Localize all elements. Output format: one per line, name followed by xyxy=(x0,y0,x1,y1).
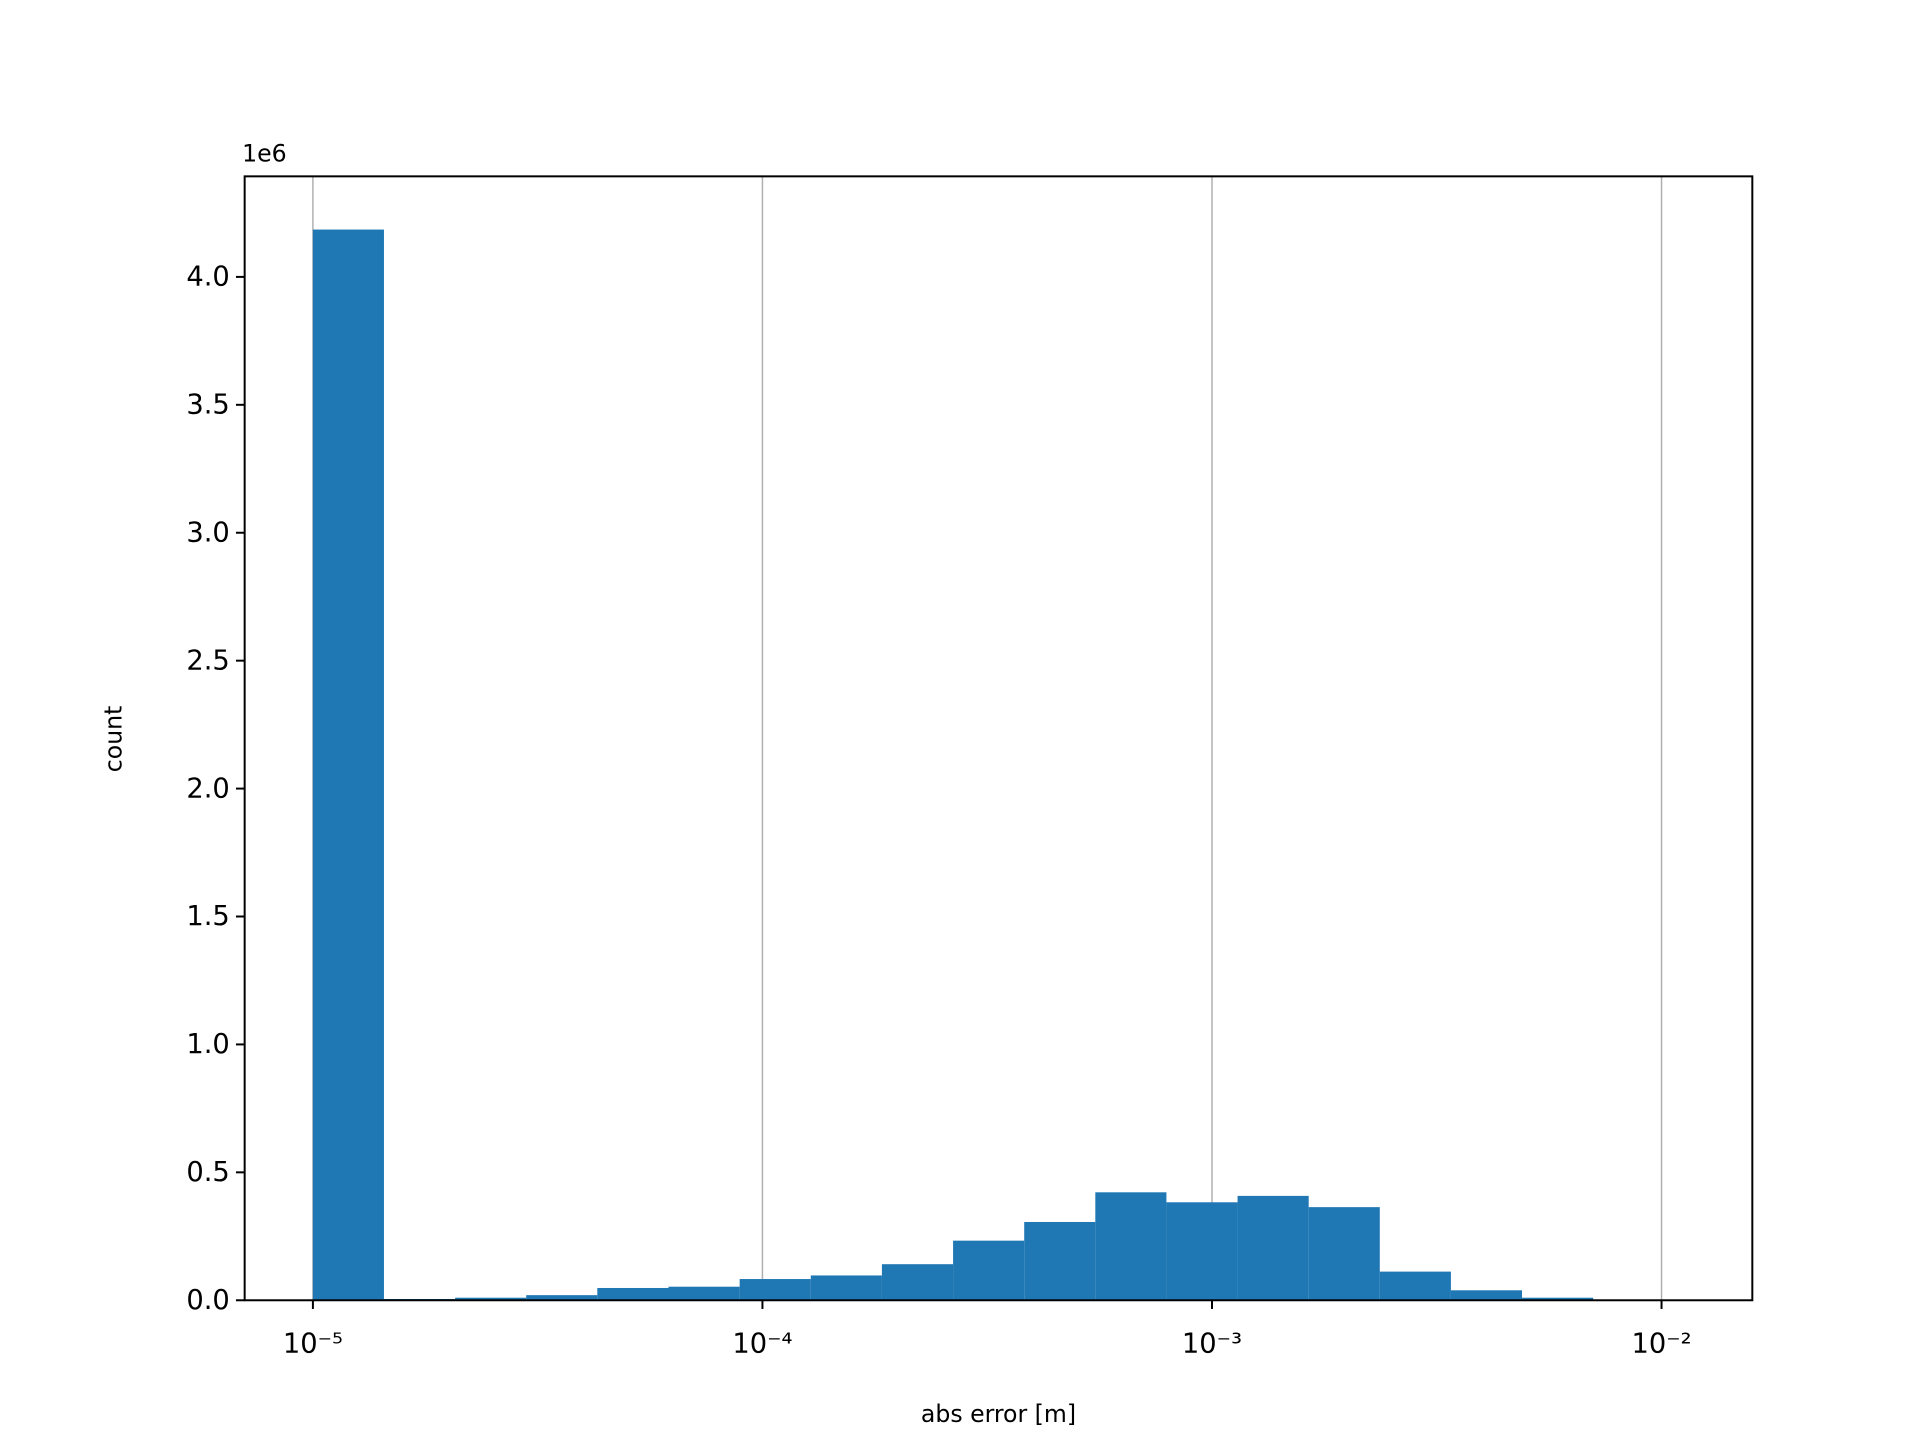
bar xyxy=(1450,1290,1523,1301)
bar xyxy=(1166,1202,1238,1301)
x-axis-label: abs error [m] xyxy=(921,1400,1076,1428)
bar xyxy=(312,229,384,1301)
x-tick-label: 10⁻³ xyxy=(1182,1328,1242,1359)
bar xyxy=(1095,1192,1167,1301)
y-axis-label: count xyxy=(100,706,128,773)
y-tick-label: 4.0 xyxy=(186,262,229,293)
y-tick-label: 0.0 xyxy=(186,1285,229,1316)
x-tick-label: 10⁻⁴ xyxy=(732,1328,792,1359)
bar xyxy=(526,1295,598,1301)
bar xyxy=(810,1275,882,1301)
x-tick-label: 10⁻² xyxy=(1631,1328,1691,1359)
bar xyxy=(1308,1207,1380,1301)
plot-group: abs error [m] count 1e6 10⁻⁵ 10⁻⁴ 10⁻³ 10⁻²… xyxy=(100,139,1754,1428)
y-tick-label: 3.0 xyxy=(186,517,229,548)
bar xyxy=(1237,1195,1309,1301)
y-tick-label: 2.0 xyxy=(186,773,229,804)
x-tick-label: 10⁻⁵ xyxy=(283,1328,343,1359)
y-tick-label: 1.5 xyxy=(186,901,229,932)
bar xyxy=(739,1279,811,1301)
bar xyxy=(1379,1271,1451,1301)
bar xyxy=(881,1264,954,1301)
y-tick-label: 0.5 xyxy=(186,1157,229,1188)
bar xyxy=(668,1286,740,1301)
y-tick-label: 2.5 xyxy=(186,645,229,676)
y-offset-label: 1e6 xyxy=(242,139,287,167)
y-tick-label: 1.0 xyxy=(186,1029,229,1060)
plot-frame xyxy=(243,175,1754,1302)
bar xyxy=(1024,1221,1096,1301)
bar xyxy=(455,1297,527,1301)
bar xyxy=(597,1287,669,1301)
bar xyxy=(1522,1297,1594,1301)
bar xyxy=(953,1240,1025,1301)
y-tick-label: 3.5 xyxy=(186,390,229,421)
